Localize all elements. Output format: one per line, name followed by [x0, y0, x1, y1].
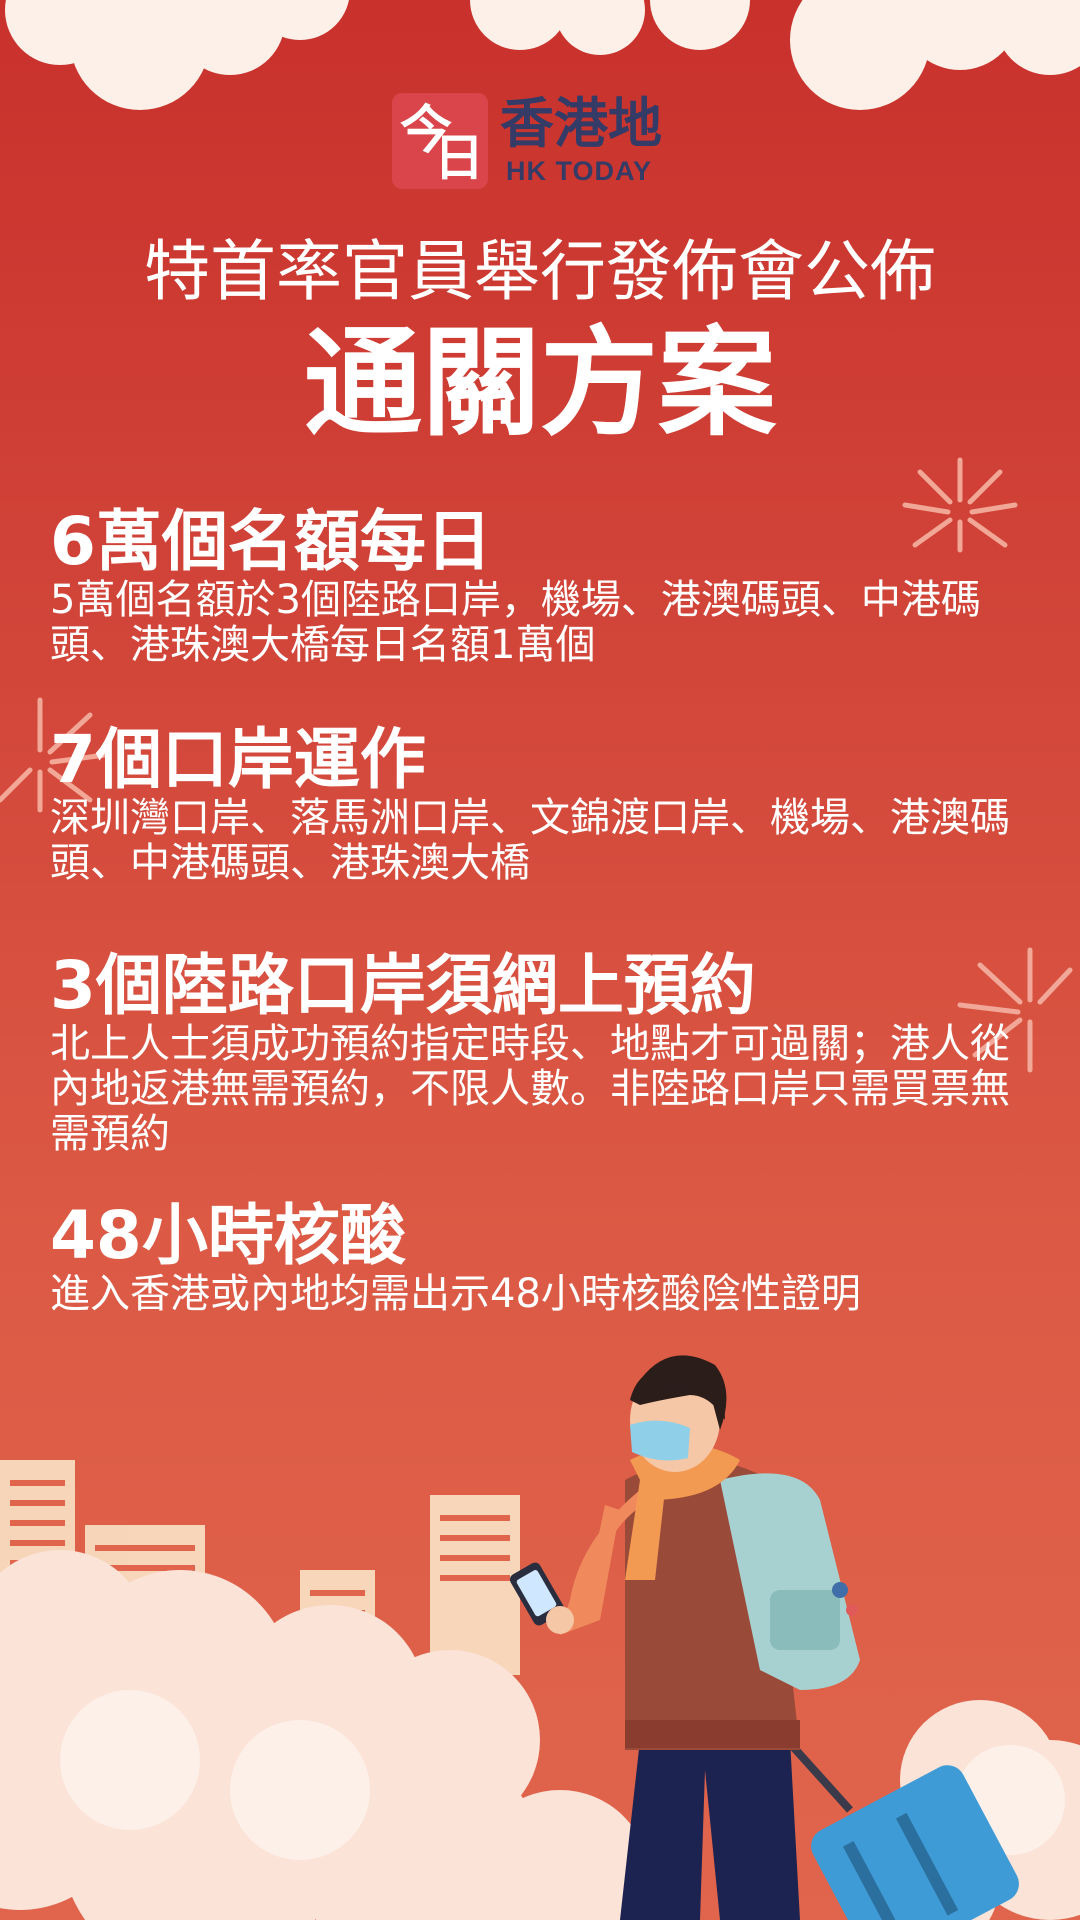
logo-name-en: HK TODAY — [506, 156, 653, 186]
logo-mark-char-1: 今 — [400, 101, 453, 161]
logo-mark-char-2: 日 — [434, 129, 484, 187]
page-subtitle: 特首率官員舉行發佈會公佈 — [144, 233, 936, 310]
section-body: 進入香港或內地均需出示48小時核酸陰性證明 — [50, 1271, 861, 1317]
section-booking: 3個陸路口岸須網上預約 北上人士須成功預約指定時段、地點才可過關；港人從內地返港… — [50, 950, 1030, 1157]
section-heading: 48小時核酸 — [50, 1197, 406, 1274]
fireworks-icon — [0, 457, 1073, 1073]
section-body: 5萬個名額於3個陸路口岸，機場、港澳碼頭、中港碼頭、港珠澳大橋每日名額1萬個 — [50, 577, 981, 668]
section-body: 北上人士須成功預約指定時段、地點才可過關；港人從內地返港無需預約，不限人數。非陸… — [50, 1021, 1010, 1157]
hk-today-logo: 今 日 香港地 HK TODAY — [392, 93, 692, 193]
suitcase-icon — [757, 1707, 1019, 1920]
logo-mark: 今 日 — [392, 93, 488, 189]
section-heading: 3個陸路口岸須網上預約 — [50, 947, 756, 1024]
section-heading: 6萬個名額每日 — [50, 503, 492, 580]
section-heading: 7個口岸運作 — [50, 721, 426, 798]
section-body: 深圳灣口岸、落馬洲口岸、文錦渡口岸、機場、港澳碼頭、中港碼頭、港珠澳大橋 — [50, 795, 1010, 886]
top-clouds — [5, 0, 1080, 110]
page-title: 通關方案 — [303, 314, 776, 452]
section-quota: 6萬個名額每日 5萬個名額於3個陸路口岸，機場、港澳碼頭、中港碼頭、港珠澳大橋每… — [50, 506, 1030, 668]
section-test: 48小時核酸 進入香港或內地均需出示48小時核酸陰性證明 — [50, 1200, 1030, 1317]
section-ports: 7個口岸運作 深圳灣口岸、落馬洲口岸、文錦渡口岸、機場、港澳碼頭、中港碼頭、港珠… — [50, 724, 1030, 886]
logo-name-cn: 香港地 — [500, 91, 662, 155]
